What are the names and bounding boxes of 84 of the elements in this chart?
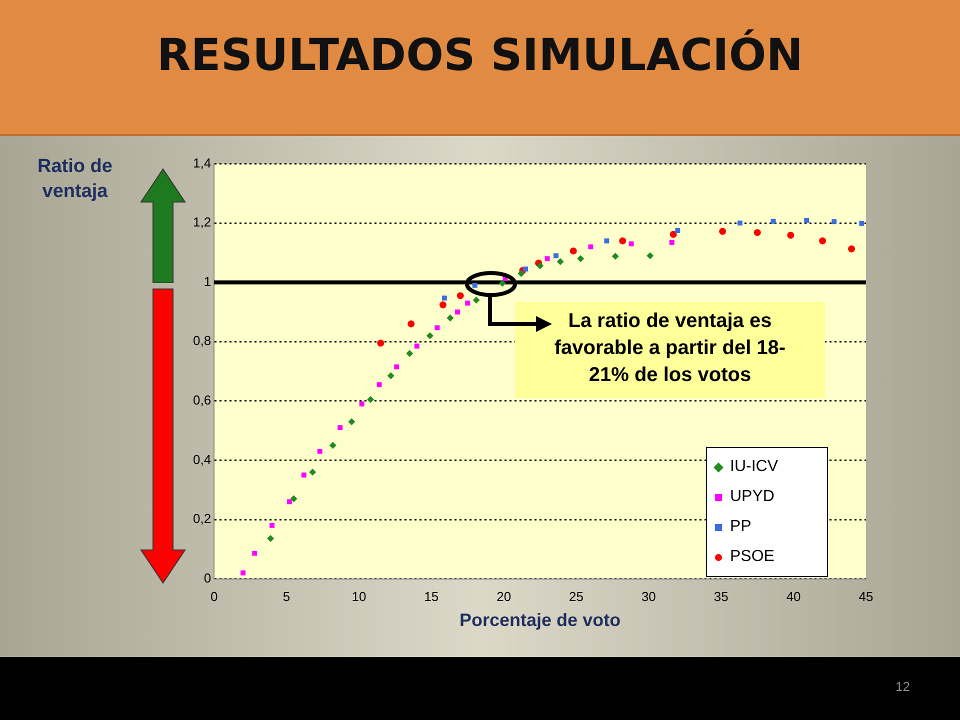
point xyxy=(553,253,558,258)
point xyxy=(523,266,528,272)
x-tick-label: 10 xyxy=(352,589,366,604)
x-tick-label: 40 xyxy=(786,589,801,604)
point xyxy=(270,522,274,528)
y-tick-label: 0,2 xyxy=(192,511,212,526)
point xyxy=(646,252,654,260)
point xyxy=(252,550,258,556)
y-axis-title: Ratio de ventaja xyxy=(36,155,114,204)
point xyxy=(619,237,626,244)
x-tick-label: 15 xyxy=(424,589,439,604)
point xyxy=(456,292,464,300)
point xyxy=(669,240,674,245)
point xyxy=(787,232,794,239)
text: 12 xyxy=(896,679,910,694)
y-tick-label: 0 xyxy=(204,570,212,586)
y-tick-label: 1 xyxy=(204,274,212,289)
point xyxy=(832,219,837,224)
point xyxy=(544,256,550,262)
point xyxy=(376,382,382,388)
point xyxy=(737,220,742,226)
point xyxy=(577,255,584,262)
point xyxy=(309,468,316,476)
point xyxy=(301,472,306,478)
x-tick-label: 20 xyxy=(496,589,512,604)
point xyxy=(442,296,447,301)
point xyxy=(434,325,440,330)
point xyxy=(454,310,460,314)
legend-label: IU-ICV xyxy=(730,458,778,476)
point xyxy=(359,401,364,406)
point xyxy=(719,228,726,235)
point xyxy=(414,344,420,349)
point xyxy=(377,340,384,347)
point xyxy=(394,364,400,370)
point xyxy=(570,247,577,254)
point xyxy=(408,320,415,328)
point xyxy=(588,244,594,250)
x-tick-label: 5 xyxy=(282,589,290,604)
x-axis-title: Porcentaje de voto xyxy=(460,610,621,630)
point xyxy=(290,495,298,502)
point xyxy=(465,300,470,306)
point xyxy=(518,270,525,277)
point xyxy=(367,396,374,403)
point xyxy=(338,425,343,430)
point xyxy=(446,314,454,322)
x-tick-label: 35 xyxy=(714,589,728,604)
point xyxy=(317,448,322,454)
point xyxy=(848,245,856,252)
point xyxy=(267,534,274,542)
y-tick-label: 1,4 xyxy=(192,155,212,170)
y-tick-label: 0,8 xyxy=(192,333,212,348)
point xyxy=(556,258,564,266)
point xyxy=(536,262,544,270)
point xyxy=(406,350,414,358)
point xyxy=(612,252,619,260)
point xyxy=(604,238,610,244)
point xyxy=(426,332,434,340)
point xyxy=(472,282,478,288)
chart-title: RESULTADOS SIMULACIÓN xyxy=(156,30,804,81)
point xyxy=(859,220,864,226)
point xyxy=(348,418,356,426)
x-tick-label: 45 xyxy=(858,589,874,604)
y-tick-label: 0,6 xyxy=(192,392,212,408)
x-tick-label: 25 xyxy=(569,589,584,604)
point xyxy=(628,241,634,246)
y-tick-label: 1,2 xyxy=(192,214,212,230)
point xyxy=(754,229,761,236)
point xyxy=(439,301,446,308)
legend-label: PSOE xyxy=(730,548,774,566)
point xyxy=(819,237,826,244)
point xyxy=(329,442,336,449)
annotation: La ratio de ventaja es favorable a partir del 18-21% de los votos xyxy=(554,309,786,388)
point xyxy=(804,218,810,223)
point xyxy=(770,218,776,224)
point xyxy=(675,228,680,233)
point xyxy=(498,280,506,287)
point xyxy=(670,230,677,238)
point xyxy=(240,570,246,576)
x-tick-label: 30 xyxy=(641,589,656,604)
point xyxy=(472,296,480,304)
legend-label: UPYD xyxy=(730,488,774,506)
y-tick-label: 0,4 xyxy=(192,452,212,467)
legend-label: PP xyxy=(730,518,752,536)
point xyxy=(387,372,394,380)
